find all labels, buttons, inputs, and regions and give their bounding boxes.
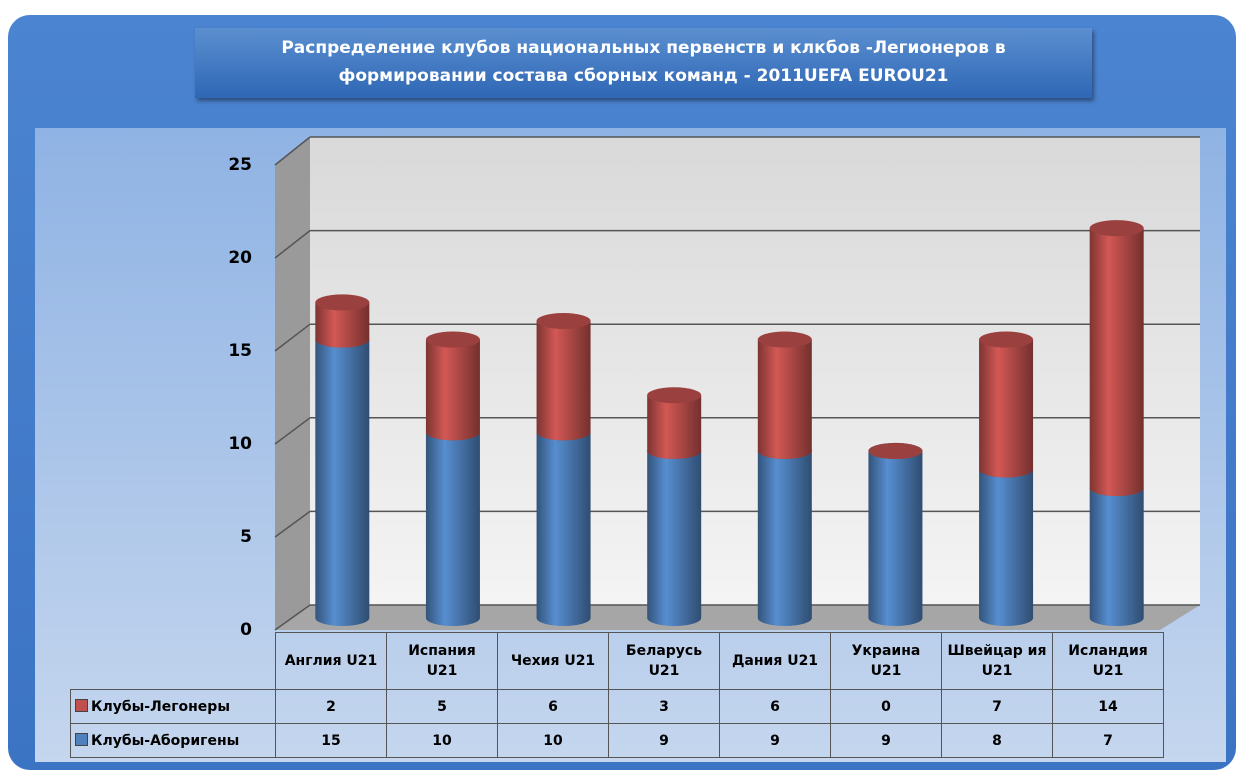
cylinder-body [868, 450, 923, 626]
cylinder-top [425, 331, 480, 348]
table-value: 0 [830, 689, 942, 724]
table-value: 15 [275, 723, 387, 758]
cylinder-body [647, 450, 702, 626]
bar [536, 424, 591, 626]
bar [979, 331, 1034, 478]
table-value: 9 [608, 723, 720, 758]
grid-line-side [274, 136, 311, 166]
grid-line-side [274, 604, 311, 631]
bar [1089, 480, 1144, 626]
cylinder-top [1089, 220, 1144, 237]
bar [757, 442, 812, 626]
cylinder-body [1089, 488, 1144, 626]
legend-entry: Клубы-Аборигены [70, 723, 276, 758]
table-value: 7 [941, 689, 1053, 724]
cylinder-body [315, 302, 370, 348]
grid-line-side [274, 510, 311, 538]
bar [757, 331, 812, 459]
y-tick-label: 25 [228, 155, 252, 175]
table-value: 3 [608, 689, 720, 724]
legend-key [75, 732, 88, 746]
cylinder-body [979, 469, 1034, 626]
cylinder-top [536, 312, 591, 329]
cylinder-body [757, 339, 812, 459]
cylinder-body [757, 450, 812, 626]
series-row: Клубы-Легонеры 2 5 6 3 6 0 7 14 [70, 689, 1164, 724]
bar [425, 424, 480, 626]
cylinder-body [425, 339, 480, 441]
legend-label: Клубы-Легонеры [91, 698, 230, 715]
bar [425, 331, 480, 441]
y-tick-label: 5 [240, 527, 252, 547]
grid-line-side [274, 417, 311, 445]
bar [1089, 220, 1144, 497]
cylinder-top [647, 387, 702, 404]
header-row: Англия U21 Испания U21 Чехия U21 Беларусь U… [71, 632, 1164, 690]
table-value: 2 [275, 689, 387, 724]
bar [979, 461, 1034, 626]
data-table: Англия U21 Испания U21 Чехия U21 Беларусь U… [70, 632, 1164, 758]
corner [71, 633, 276, 690]
side-wall [275, 137, 310, 630]
floor [275, 605, 1200, 630]
bar [536, 312, 591, 441]
legend-label: Клубы-Аборигены [91, 732, 240, 749]
table-value: 6 [497, 689, 609, 724]
x-tick-label: Испания U21 [386, 632, 498, 690]
cylinder-top [757, 331, 812, 348]
y-tick-label: 15 [228, 341, 252, 361]
bar [647, 442, 702, 626]
y-tick-label: 10 [228, 434, 252, 454]
y-tick-label: 0 [240, 620, 252, 640]
table-value: 9 [719, 723, 831, 758]
table-value: 8 [941, 723, 1053, 758]
cylinder-body [425, 432, 480, 626]
grid-line-side [274, 323, 311, 352]
x-tick-label: Англия U21 [275, 632, 387, 690]
bar [315, 294, 370, 348]
bar [315, 331, 370, 626]
cylinder-body [315, 339, 370, 626]
x-tick-label: Швейцар ия U21 [941, 632, 1053, 690]
bar [868, 442, 923, 626]
x-tick-label: Беларусь U21 [608, 632, 720, 690]
table-value: 10 [497, 723, 609, 758]
legend-entry: Клубы-Легонеры [70, 689, 276, 724]
table-value: 10 [386, 723, 498, 758]
x-tick-label: Чехия U21 [497, 632, 609, 690]
cylinder-top [315, 294, 370, 311]
table-value: 9 [830, 723, 942, 758]
bar [647, 387, 702, 459]
cylinder-top [979, 331, 1034, 348]
cylinder-body [1089, 228, 1144, 497]
cylinder-body [647, 395, 702, 459]
x-tick-label: Исландия U21 [1052, 632, 1164, 690]
table-value: 6 [719, 689, 831, 724]
grid-line-side [274, 230, 311, 259]
x-tick-label: Украина U21 [830, 632, 942, 690]
cylinder-body [536, 432, 591, 626]
table-value: 5 [386, 689, 498, 724]
chart-title: Распределение клубов национальных первен… [195, 28, 1092, 98]
table-value: 7 [1052, 723, 1164, 758]
cylinder-body [979, 339, 1034, 478]
y-tick-label: 20 [228, 248, 252, 268]
x-tick-label: Дания U21 [719, 632, 831, 690]
cylinder-body [536, 320, 591, 441]
bar [868, 442, 923, 459]
table-value: 14 [1052, 689, 1164, 724]
cylinder-top [868, 442, 923, 459]
series-row: Клубы-Аборигены 15 10 10 9 9 9 8 7 [70, 723, 1164, 758]
legend-key [75, 698, 88, 712]
